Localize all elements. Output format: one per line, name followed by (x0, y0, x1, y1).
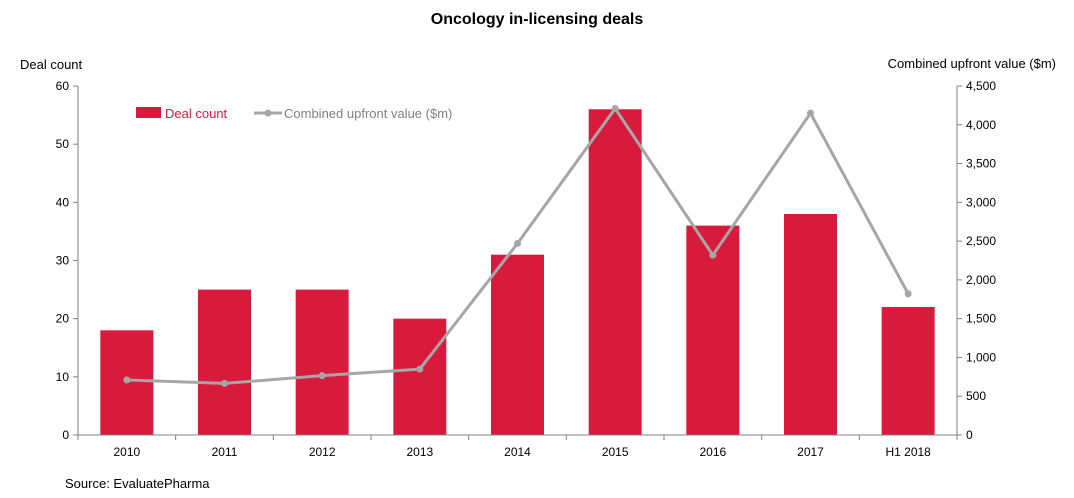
right-tick-label: 1,500 (966, 312, 996, 326)
chart-title: Oncology in-licensing deals (431, 11, 644, 28)
line-point-2012 (318, 372, 326, 380)
bar-2015 (588, 109, 642, 436)
x-tick-label: 2013 (406, 445, 433, 459)
line-point-2014 (514, 239, 521, 247)
bar-H1-2018 (881, 307, 935, 435)
right-tick-label: 4,000 (966, 118, 996, 132)
right-tick-label: 3,000 (966, 195, 996, 209)
right-tick-label: 0 (966, 428, 973, 442)
line-point-2011 (221, 379, 228, 387)
x-tick-label: 2017 (797, 445, 824, 459)
x-tick-label: H1 2018 (885, 445, 931, 459)
bar-series (100, 109, 935, 436)
right-tick-label: 4,500 (966, 79, 996, 93)
left-tick-label: 30 (56, 254, 70, 268)
line-point-2016 (709, 251, 717, 259)
right-tick-label: 3,500 (966, 157, 996, 171)
left-tick-label: 20 (56, 312, 70, 326)
legend-line-marker (264, 109, 272, 117)
bar-2013 (393, 318, 447, 435)
axes: 0 10 20 30 40 50 60 0 500 1,000 1,500 2,000 2,500 3,0… (56, 79, 997, 459)
x-tick-label: 2015 (602, 445, 629, 459)
legend-upfront-value-label: Combined upfront value ($m) (284, 106, 452, 121)
line-point-2010 (123, 376, 131, 384)
bar-2012 (295, 289, 349, 435)
left-tick-label: 40 (56, 195, 70, 209)
line-point-2015 (611, 104, 619, 112)
left-tick-label: 60 (56, 79, 70, 93)
x-tick-label: 2011 (212, 445, 238, 459)
right-tick-label: 500 (966, 389, 986, 403)
legend: Deal count Combined upfront value ($m) (136, 106, 452, 121)
right-tick-label: 2,500 (966, 234, 996, 248)
legend-deal-count-label: Deal count (165, 106, 228, 121)
source-note: Source: EvaluatePharma (65, 476, 210, 491)
x-tick-label: 2010 (113, 445, 140, 459)
line-series (123, 104, 912, 387)
right-tick-label: 1,000 (966, 350, 996, 364)
bar-2011 (198, 289, 251, 435)
x-tick-label: 2012 (309, 445, 336, 459)
x-tick-label: 2014 (504, 445, 531, 459)
left-tick-label: 10 (56, 370, 70, 384)
right-tick-label: 2,000 (966, 273, 996, 287)
legend-bar-swatch (136, 107, 161, 118)
line-point-2017 (807, 109, 814, 117)
line-point-2013 (416, 365, 424, 373)
right-axis-title: Combined upfront value ($m) (888, 56, 1056, 71)
bar-2017 (784, 213, 837, 435)
x-tick-label: 2016 (699, 445, 726, 459)
line-point-H1-2018 (904, 290, 912, 298)
bar-2016 (686, 225, 740, 435)
left-axis-title: Deal count (20, 57, 83, 72)
bar-2014 (491, 254, 544, 435)
left-tick-label: 50 (56, 137, 70, 151)
left-tick-label: 0 (62, 428, 69, 442)
